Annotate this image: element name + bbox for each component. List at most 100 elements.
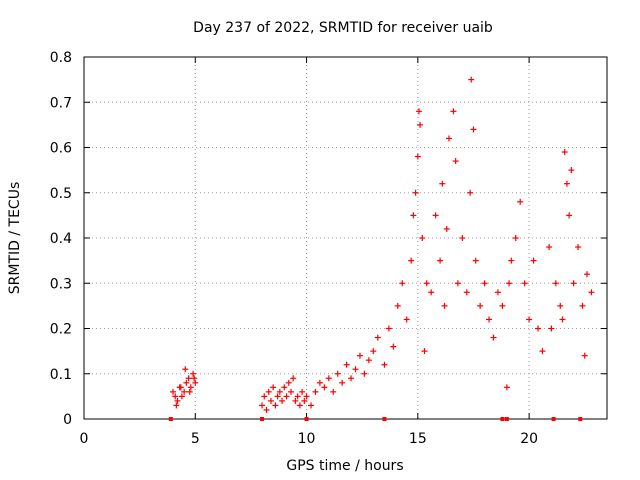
data-point [361, 370, 368, 377]
data-point [172, 393, 179, 400]
data-point [370, 348, 377, 355]
data-point [568, 167, 575, 174]
y-tick-label: 0.5 [50, 186, 72, 202]
data-point [566, 212, 573, 219]
y-tick-label: 0.8 [50, 50, 72, 66]
data-point [459, 235, 466, 241]
data-point [470, 126, 477, 133]
data-point [441, 302, 448, 309]
data-point [490, 334, 497, 341]
data-point [183, 379, 190, 386]
data-point [494, 289, 501, 296]
y-tick-label: 0.1 [50, 367, 72, 383]
data-point [481, 280, 488, 287]
data-point [575, 244, 582, 251]
data-point [267, 397, 274, 404]
data-point [452, 158, 459, 165]
data-point [517, 198, 524, 205]
x-tick-label: 15 [409, 431, 427, 447]
data-point [348, 375, 355, 382]
axis-markers [168, 417, 583, 421]
data-point [499, 302, 506, 309]
y-tick-label: 0.4 [50, 231, 72, 247]
data-point [276, 388, 283, 395]
data-point [423, 280, 430, 287]
data-point [546, 244, 553, 251]
data-point [173, 402, 180, 409]
data-point [334, 370, 341, 377]
data-point [270, 384, 277, 391]
axis-marker [382, 417, 387, 421]
y-axis-label: SRMTID / TECUs [7, 182, 23, 295]
data-point [512, 235, 519, 241]
data-point [463, 289, 470, 296]
data-point [535, 325, 542, 332]
data-point [408, 257, 415, 264]
data-point [428, 289, 435, 296]
data-point [356, 352, 363, 359]
data-points [170, 76, 595, 413]
data-point [301, 397, 308, 404]
data-point [557, 302, 564, 309]
data-point [390, 343, 397, 350]
axis-marker [500, 417, 505, 421]
x-tick-label: 0 [80, 431, 89, 447]
data-point [381, 361, 388, 368]
data-point [261, 393, 268, 400]
data-point [439, 180, 446, 187]
data-point [296, 402, 303, 409]
data-point [415, 108, 422, 115]
data-point [279, 397, 286, 404]
data-point [583, 271, 590, 278]
data-point [312, 388, 319, 395]
data-point [274, 393, 281, 400]
data-point [343, 361, 350, 368]
data-point [259, 402, 266, 409]
data-point [419, 235, 426, 241]
y-tick-label: 0.3 [50, 276, 72, 292]
data-point [443, 225, 450, 232]
data-point [445, 135, 452, 142]
data-point [521, 280, 528, 287]
data-point [192, 379, 199, 386]
data-point [394, 302, 401, 309]
y-tick-label: 0.2 [50, 322, 72, 338]
chart-title: Day 237 of 2022, SRMTID for receiver uai… [193, 20, 493, 36]
y-tick-labels: 0 0.1 0.2 0.3 0.4 0.5 0.6 0.7 0.8 [50, 50, 72, 428]
data-point [526, 316, 533, 323]
data-point [530, 257, 537, 264]
data-point [421, 348, 428, 355]
data-point [468, 76, 475, 83]
data-point [330, 388, 337, 395]
data-point [190, 370, 197, 377]
data-point [508, 257, 515, 264]
data-point [285, 379, 292, 386]
data-point [287, 388, 294, 395]
data-point [432, 212, 439, 219]
data-point [339, 379, 346, 386]
data-point [454, 280, 461, 287]
data-point [412, 189, 419, 196]
data-point [503, 384, 510, 391]
data-point [263, 406, 270, 413]
data-point [187, 384, 194, 391]
data-point [403, 316, 410, 323]
data-point [467, 189, 474, 196]
data-point [308, 402, 315, 409]
data-point [294, 393, 301, 400]
data-point [181, 388, 188, 395]
data-point [299, 388, 306, 395]
y-tick-label: 0.7 [50, 95, 72, 111]
x-tick-label: 10 [298, 431, 316, 447]
data-point [559, 316, 566, 323]
axis-marker [260, 417, 265, 421]
data-point [570, 280, 577, 287]
data-point [191, 375, 198, 382]
data-point [177, 384, 184, 391]
data-point [182, 366, 189, 373]
data-point [321, 384, 328, 391]
data-point [325, 375, 332, 382]
y-tick-label: 0 [63, 412, 72, 428]
data-point [588, 289, 595, 296]
